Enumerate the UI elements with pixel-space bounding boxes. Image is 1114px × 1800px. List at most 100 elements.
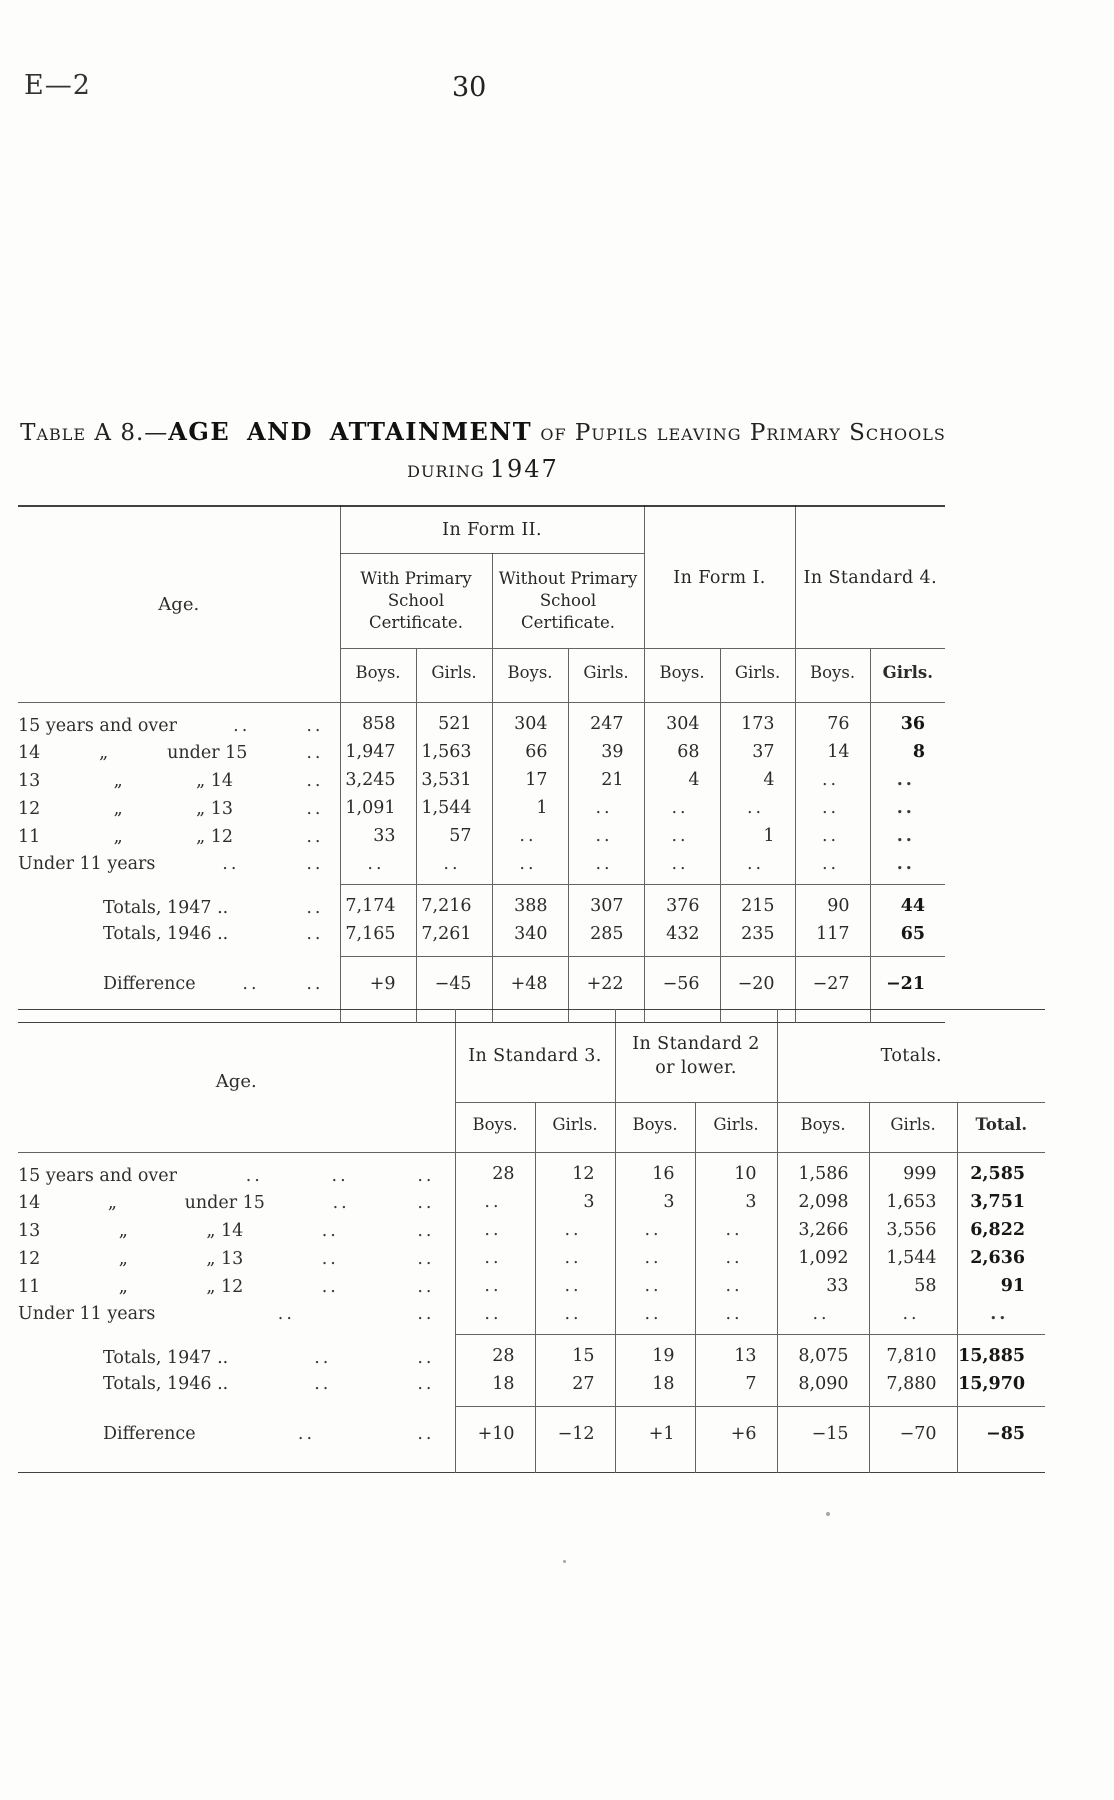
column-header-girls: Girls. <box>694 1102 778 1153</box>
value-cell: 8,090 <box>776 1370 870 1407</box>
age-label-wrap: 15 years and over...... <box>18 1166 455 1186</box>
column-header-total: Total. <box>956 1102 1046 1153</box>
value-cell: .. <box>694 1216 778 1245</box>
age-label: Difference.... <box>18 1407 455 1473</box>
table2-body: 15 years and over...... 28 12 16 10 1,586 999 2… <box>18 1152 1046 1335</box>
age-label-text: 15 years and over <box>18 715 178 736</box>
title-prefix: Table A 8.— <box>20 420 169 446</box>
group-header-in-standard-3: In Standard 3. <box>454 1009 616 1103</box>
value-cell: −85 <box>956 1406 1046 1473</box>
age-label-wrap: 14 „ under 15.. <box>18 743 340 763</box>
value-cell: 3,266 <box>776 1216 870 1245</box>
value-cell: .. <box>869 822 946 851</box>
leader-dots: .. <box>417 1373 435 1394</box>
value-cell: 65 <box>869 920 946 957</box>
age-label-wrap: Totals, 1946 .... <box>18 924 340 944</box>
value-cell: +6 <box>694 1406 778 1473</box>
data-row: Under 11 years.................. <box>18 1300 1046 1335</box>
age-label: 11 „ „ 12.... <box>18 1273 455 1301</box>
value-cell: .. <box>567 850 645 885</box>
value-cell: 15 <box>534 1334 616 1371</box>
table1-column-header-row: Boys. Girls. Boys. Girls. Boys. Girls. B… <box>18 648 946 703</box>
value-cell: 1,563 <box>415 738 492 767</box>
value-cell: .. <box>869 794 946 823</box>
leader-dots: .. <box>297 1424 316 1445</box>
age-label-text: „ 13 <box>196 798 233 819</box>
age-label: 11 „ „ 12.. <box>18 823 340 851</box>
value-cell: .. <box>534 1216 616 1245</box>
age-label: 14 „ under 15.. <box>18 739 340 767</box>
value-cell: .. <box>534 1244 616 1273</box>
value-cell: 3,751 <box>956 1188 1046 1217</box>
age-label-text: 11 <box>18 1276 41 1297</box>
title-year: 1947 <box>489 455 559 483</box>
column-header-boys: Boys. <box>776 1102 870 1153</box>
value-cell: −12 <box>534 1406 616 1473</box>
value-cell: 15,885 <box>956 1334 1046 1371</box>
document-code: E—2 <box>24 70 91 101</box>
value-cell: 304 <box>643 702 721 739</box>
value-cell: 173 <box>719 702 796 739</box>
age-label-wrap: 12 „ „ 13.... <box>18 1249 455 1269</box>
value-cell: 1,544 <box>868 1244 958 1273</box>
age-label: 13 „ „ 14.... <box>18 1217 455 1245</box>
value-cell: .. <box>415 850 492 885</box>
value-cell: 33 <box>776 1272 870 1301</box>
value-cell: .. <box>868 1300 958 1335</box>
age-label-wrap: Difference.... <box>18 974 340 994</box>
column-header-boys: Boys. <box>794 648 871 703</box>
age-label-text: Difference <box>103 1424 196 1445</box>
title-main: AGE AND ATTAINMENT <box>168 417 533 446</box>
leader-dots: .. <box>242 974 260 995</box>
title-suffix: of Pupils leaving Primary Schools <box>532 420 946 446</box>
leader-dots: .. <box>277 1303 295 1324</box>
age-label-wrap: Totals, 1947 .... <box>18 898 340 918</box>
age-label: Totals, 1946 ...... <box>18 1371 455 1407</box>
age-label-text: 14 <box>18 742 41 763</box>
value-cell: 39 <box>567 738 645 767</box>
value-cell: 8,075 <box>776 1334 870 1371</box>
data-row: 12 „ „ 13............ 1,092 1,544 2,636 <box>18 1244 1046 1273</box>
age-label-text: under 15 <box>184 1192 265 1213</box>
age-label-text: „ 14 <box>196 770 233 791</box>
value-cell: 6,822 <box>956 1216 1046 1245</box>
title-during: during <box>407 457 485 483</box>
data-row: 14 „ under 15...... 3 3 3 2,098 1,653 3,751 <box>18 1188 1046 1217</box>
value-cell: 2,098 <box>776 1188 870 1217</box>
data-row: 11 „ „ 12............ 33 58 91 <box>18 1272 1046 1301</box>
value-cell: 27 <box>534 1370 616 1407</box>
column-header-boys: Boys. <box>339 648 416 703</box>
leader-dots: .. <box>417 1220 435 1241</box>
value-cell: .. <box>614 1272 696 1301</box>
value-cell: 68 <box>643 738 721 767</box>
value-cell: 117 <box>794 920 871 957</box>
age-label: 12 „ „ 13.. <box>18 795 340 823</box>
age-label-text: 13 <box>18 770 41 791</box>
data-row: 15 years and over...... 28 12 16 10 1,586 999 2… <box>18 1152 1046 1189</box>
value-cell: 57 <box>415 822 492 851</box>
value-cell: 2,585 <box>956 1152 1046 1189</box>
value-cell: .. <box>614 1244 696 1273</box>
totals-row: Totals, 1946 ...... 18 27 18 7 8,090 7,880 15,9… <box>18 1370 1046 1407</box>
age-label-wrap: 13 „ „ 14.... <box>18 1221 455 1241</box>
value-cell: .. <box>794 766 871 795</box>
value-cell: .. <box>794 794 871 823</box>
table1-group-header-row: Age. In Form II. In Form I. In Standard … <box>18 506 946 703</box>
value-cell: 4 <box>643 766 721 795</box>
value-cell: 91 <box>956 1272 1046 1301</box>
value-cell: .. <box>719 850 796 885</box>
table2-group-header-row: Age. In Standard 3. In Standard 2 or low… <box>18 1009 1046 1153</box>
value-cell: 44 <box>869 884 946 921</box>
value-cell: 13 <box>694 1334 778 1371</box>
data-row: Under 11 years.................... <box>18 850 946 885</box>
column-header-girls: Girls. <box>415 648 492 703</box>
leader-dots: .. <box>321 1248 339 1269</box>
value-cell: 285 <box>567 920 645 957</box>
age-label-text: 13 <box>18 1220 41 1241</box>
value-cell: .. <box>643 822 721 851</box>
value-cell: .. <box>719 794 796 823</box>
leader-dots: .. <box>417 1165 435 1186</box>
value-cell: 388 <box>491 884 568 921</box>
age-label-wrap: 13 „ „ 14.. <box>18 771 340 791</box>
leader-dots: .. <box>306 715 324 736</box>
